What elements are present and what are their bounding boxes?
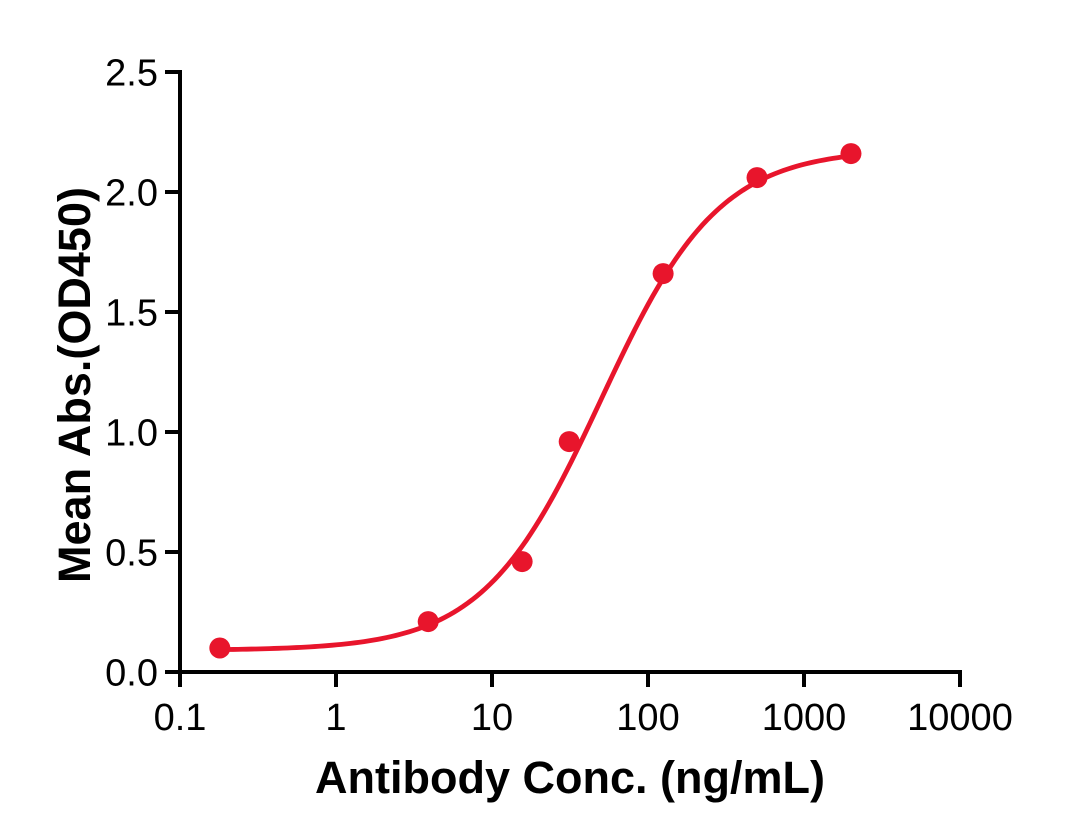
data-point <box>417 611 439 633</box>
data-point <box>746 167 768 189</box>
x-tick-label: 0.1 <box>154 697 207 739</box>
y-axis-title: Mean Abs.(OD450) <box>49 187 100 583</box>
y-tick-label: 2.5 <box>105 53 158 95</box>
data-point <box>511 551 533 573</box>
data-point <box>209 637 231 659</box>
x-axis-ticks: 0.1 1 10 100 1000 10000 <box>154 672 1013 739</box>
data-points <box>209 143 862 659</box>
x-tick-label: 10 <box>471 697 513 739</box>
y-axis-ticks: 0.0 0.5 1.0 1.5 2.0 2.5 <box>105 53 180 695</box>
x-tick-label: 1 <box>325 697 346 739</box>
y-tick-label: 0.5 <box>105 533 158 575</box>
fit-curve <box>217 153 854 653</box>
data-point <box>558 431 580 453</box>
y-tick-label: 1.0 <box>105 413 158 455</box>
data-point <box>840 143 862 165</box>
x-tick-label: 100 <box>616 697 679 739</box>
x-axis-title: Antibody Conc. (ng/mL) <box>315 752 825 803</box>
y-tick-label: 0.0 <box>105 653 158 695</box>
x-tick-label: 1000 <box>762 697 847 739</box>
y-tick-label: 1.5 <box>105 293 158 335</box>
y-tick-label: 2.0 <box>105 173 158 215</box>
x-tick-label: 10000 <box>907 697 1013 739</box>
data-point <box>652 263 674 285</box>
